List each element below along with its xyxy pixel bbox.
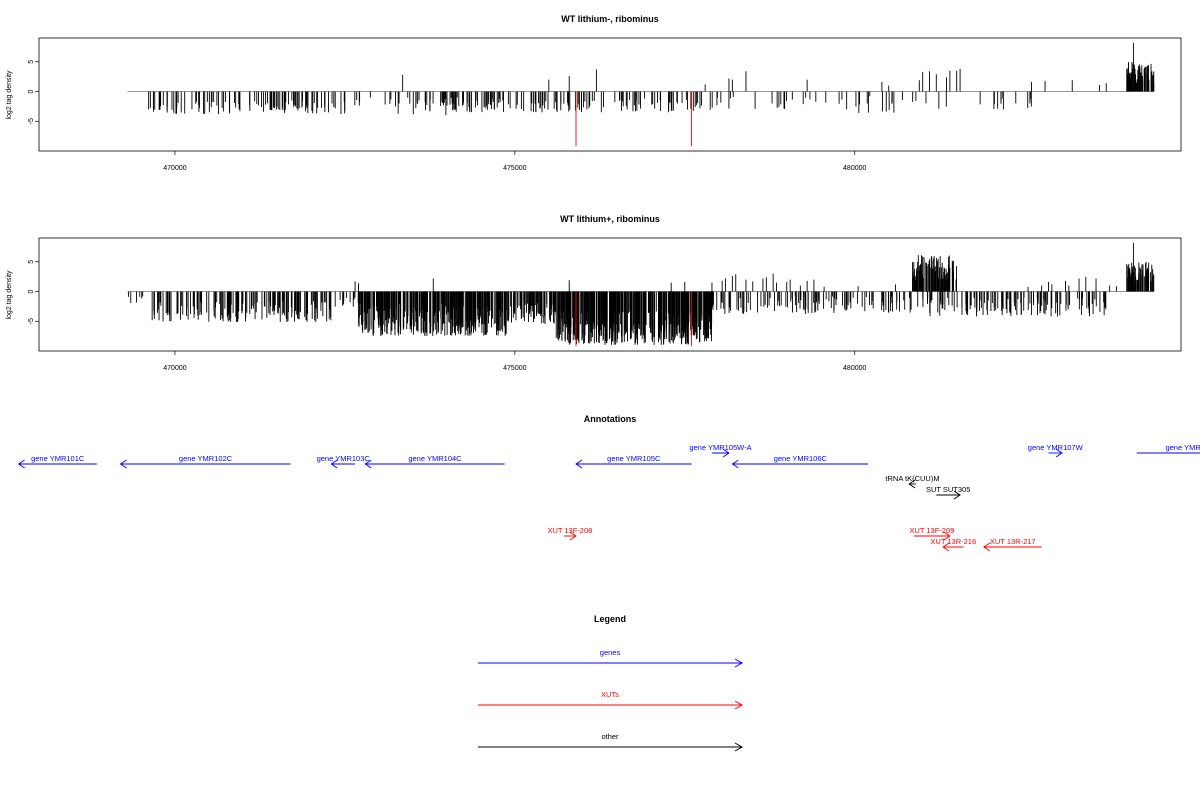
x-tick-label: 480000 — [843, 365, 866, 372]
annotation-gene: gene YMR101C — [17, 454, 97, 469]
arrow-head — [734, 700, 744, 710]
legend-label: genes — [600, 648, 621, 657]
legend-label: XUTs — [601, 690, 619, 699]
legend-item-gene: genes — [478, 648, 744, 668]
arrow-head — [734, 742, 744, 752]
annotation-other: tRNA tK(CUU)M — [885, 474, 940, 489]
track-panel-lithium-plus: WT lithium+, ribominus log2 tag density … — [6, 214, 1182, 372]
signal-bars — [127, 42, 1155, 147]
x-tick-label: 470000 — [163, 165, 186, 172]
arrow-head — [943, 531, 951, 541]
annotation-gene: gene YMR105C — [575, 454, 692, 469]
annotation-gene: gene YMR104C — [364, 454, 505, 469]
annotation-label: gene YMR102C — [179, 454, 233, 463]
arrow-head — [119, 459, 127, 469]
annotation-gene: gene YMR106C — [731, 454, 869, 469]
annotation-label: XUT 13R-216 — [930, 537, 976, 546]
plot-frame — [38, 237, 1182, 352]
arrow-head — [953, 490, 961, 500]
legend-item-xut: XUTs — [478, 690, 744, 710]
annotation-xut: XUT 13R-217 — [983, 537, 1042, 552]
annotation-label: gene YMR105W-A — [689, 443, 751, 452]
panel-title: WT lithium-, ribominus — [561, 14, 659, 24]
y-tick-label: -5 — [28, 118, 35, 124]
y-tick-label: 5 — [28, 260, 35, 264]
annotation-label: gene YMR104C — [408, 454, 462, 463]
x-tick-label: 475000 — [503, 365, 526, 372]
arrow-head — [1055, 448, 1063, 458]
annotation-label: tRNA tK(CUU)M — [885, 474, 939, 483]
arrow-head — [731, 459, 739, 469]
annotations-track: Annotations gene YMR101C gene YMR102C gene… — [17, 414, 1200, 552]
annotation-items: gene YMR101C gene YMR102C gene YMR103C gene… — [17, 443, 1200, 552]
annotation-gene: gene YMR103C — [317, 454, 371, 469]
arrow-head — [569, 531, 577, 541]
annotation-gene: gene YMR107W — [1028, 443, 1084, 458]
arrow-head — [908, 479, 916, 489]
arrow-head — [722, 448, 730, 458]
legend-label: other — [601, 732, 619, 741]
y-tick-label: 0 — [28, 289, 35, 293]
annotation-xut: XUT 13F-209 — [909, 526, 954, 541]
x-tick-label: 470000 — [163, 365, 186, 372]
annotation-label: gene YMR106C — [774, 454, 828, 463]
annotation-label: XUT 13R-217 — [990, 537, 1036, 546]
arrow-head — [575, 459, 583, 469]
y-axis-label: log2 tag density — [6, 270, 13, 320]
arrow-head — [942, 542, 950, 552]
axis-ticks: 470000 475000 480000 -5 0 5 — [28, 60, 867, 172]
annotation-other: SUT SUT305 — [926, 485, 970, 500]
annotations-title: Annotations — [584, 414, 637, 424]
legend-items: genes XUTs other — [478, 648, 744, 752]
x-tick-label: 480000 — [843, 165, 866, 172]
annotation-label: gene YMR101C — [31, 454, 85, 463]
arrow-head — [734, 658, 744, 668]
annotation-gene: gene YMR102C — [119, 454, 291, 469]
panel-title: WT lithium+, ribominus — [560, 214, 660, 224]
arrow-head — [983, 542, 991, 552]
x-tick-label: 475000 — [503, 165, 526, 172]
annotation-label: gene YMR103C — [317, 454, 371, 463]
annotation-xut: XUT 13R-216 — [930, 537, 976, 552]
annotation-label: gene YMR108W — [1165, 443, 1200, 452]
legend-title: Legend — [594, 614, 626, 624]
annotation-gene: gene YMR105W-A — [689, 443, 752, 458]
annotation-label: XUT 13F-209 — [909, 526, 954, 535]
arrow-head — [364, 459, 372, 469]
arrow-head — [17, 459, 25, 469]
annotation-label: XUT 13F-208 — [547, 526, 592, 535]
axis-ticks: 470000 475000 480000 -5 0 5 — [28, 260, 867, 372]
arrow-head — [330, 459, 338, 469]
y-tick-label: 5 — [28, 60, 35, 64]
track-panel-lithium-minus: WT lithium-, ribominus log2 tag density … — [6, 14, 1182, 172]
annotation-label: gene YMR107W — [1028, 443, 1084, 452]
annotation-label: SUT SUT305 — [926, 485, 970, 494]
y-tick-label: 0 — [28, 89, 35, 93]
legend-item-other: other — [478, 732, 744, 752]
signal-bars — [127, 242, 1155, 347]
legend: Legend genes XUTs other — [478, 614, 744, 752]
annotation-label: gene YMR105C — [607, 454, 661, 463]
y-axis-label: log2 tag density — [6, 70, 13, 120]
annotation-gene: gene YMR108W — [1136, 443, 1200, 454]
y-tick-label: -5 — [28, 318, 35, 324]
annotation-xut: XUT 13F-208 — [547, 526, 592, 541]
plot-frame — [38, 37, 1182, 152]
